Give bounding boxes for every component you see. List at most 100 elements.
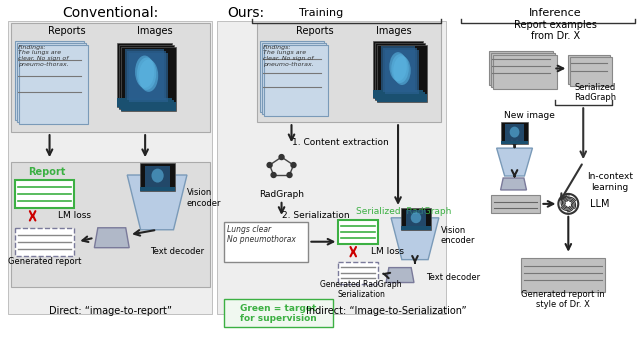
- Bar: [570, 57, 612, 86]
- Bar: [375, 43, 425, 100]
- Bar: [140, 163, 175, 191]
- Text: Report examples
from Dr. X: Report examples from Dr. X: [514, 20, 597, 42]
- Bar: [127, 51, 166, 100]
- Bar: [377, 94, 427, 102]
- Bar: [129, 53, 168, 102]
- Bar: [401, 208, 431, 230]
- Text: Serialized  RadGraph: Serialized RadGraph: [356, 207, 452, 216]
- Circle shape: [558, 194, 579, 214]
- Bar: [15, 228, 74, 256]
- FancyBboxPatch shape: [11, 162, 210, 287]
- Text: Vision
encoder: Vision encoder: [187, 188, 221, 208]
- Bar: [339, 262, 378, 284]
- Polygon shape: [497, 148, 532, 176]
- Text: Serialized
RadGraph: Serialized RadGraph: [574, 83, 616, 102]
- FancyBboxPatch shape: [224, 300, 333, 327]
- Bar: [19, 45, 88, 124]
- Text: Reports: Reports: [296, 26, 334, 36]
- FancyBboxPatch shape: [257, 23, 441, 122]
- FancyBboxPatch shape: [224, 222, 308, 262]
- Bar: [406, 210, 426, 226]
- Bar: [491, 52, 556, 87]
- Bar: [500, 122, 529, 144]
- Ellipse shape: [152, 169, 164, 183]
- FancyBboxPatch shape: [217, 21, 446, 314]
- Text: Text decoder: Text decoder: [150, 247, 204, 256]
- Bar: [500, 141, 529, 144]
- Text: Report: Report: [28, 167, 65, 177]
- Bar: [15, 180, 74, 208]
- FancyBboxPatch shape: [8, 21, 212, 314]
- Bar: [15, 40, 84, 120]
- Bar: [568, 55, 610, 84]
- Bar: [493, 55, 557, 89]
- Text: Generated RadGraph
Serialization: Generated RadGraph Serialization: [321, 280, 402, 299]
- Circle shape: [271, 172, 276, 177]
- Text: LM loss: LM loss: [371, 247, 404, 256]
- Text: Conventional:: Conventional:: [63, 6, 159, 20]
- FancyBboxPatch shape: [491, 195, 540, 213]
- Text: Lungs clear
No pneumothorax: Lungs clear No pneumothorax: [227, 225, 296, 244]
- Ellipse shape: [509, 127, 520, 138]
- Bar: [125, 49, 164, 98]
- Bar: [377, 45, 427, 102]
- Bar: [260, 40, 324, 112]
- Polygon shape: [500, 178, 527, 190]
- Text: 2. Serialization: 2. Serialization: [282, 211, 349, 220]
- Bar: [401, 226, 431, 230]
- Bar: [121, 102, 176, 111]
- Bar: [375, 92, 425, 100]
- Bar: [383, 48, 417, 92]
- Ellipse shape: [389, 52, 407, 81]
- Bar: [119, 45, 174, 109]
- Polygon shape: [127, 175, 187, 230]
- Polygon shape: [94, 228, 129, 248]
- Bar: [262, 43, 326, 114]
- Bar: [117, 98, 172, 107]
- Text: Findings:
The lungs are
clear. No sign of
pneumo-thorax.: Findings: The lungs are clear. No sign o…: [262, 45, 314, 67]
- Bar: [505, 124, 524, 141]
- Bar: [339, 220, 378, 244]
- Text: Findings:
The lungs are
clear. No sign of
pneumo-thorax.: Findings: The lungs are clear. No sign o…: [18, 45, 68, 67]
- Text: Direct: “image-to-report”: Direct: “image-to-report”: [49, 307, 172, 316]
- Bar: [117, 43, 172, 107]
- Circle shape: [267, 163, 272, 168]
- Text: LLM: LLM: [590, 199, 610, 209]
- Bar: [17, 43, 86, 122]
- Text: In-context
learning: In-context learning: [587, 172, 633, 192]
- Text: Indirect: “Image-to-Serialization”: Indirect: “Image-to-Serialization”: [306, 307, 467, 316]
- Circle shape: [291, 163, 296, 168]
- Text: Text decoder: Text decoder: [426, 273, 480, 282]
- Ellipse shape: [139, 59, 158, 92]
- Ellipse shape: [135, 56, 154, 88]
- Bar: [140, 187, 175, 191]
- Bar: [489, 51, 554, 86]
- Bar: [373, 90, 423, 98]
- Text: Green = target
for supervision: Green = target for supervision: [240, 304, 317, 323]
- Polygon shape: [386, 268, 414, 283]
- Circle shape: [279, 155, 284, 159]
- Bar: [520, 258, 605, 293]
- Text: Vision
encoder: Vision encoder: [441, 226, 476, 245]
- Text: Ours:: Ours:: [227, 6, 264, 20]
- Ellipse shape: [391, 54, 409, 83]
- Bar: [119, 100, 174, 109]
- Bar: [381, 46, 415, 90]
- Bar: [373, 40, 423, 98]
- Text: Inference: Inference: [529, 8, 582, 18]
- Bar: [145, 166, 170, 187]
- Text: Images: Images: [137, 26, 173, 36]
- Bar: [264, 45, 328, 116]
- Text: New image: New image: [504, 111, 554, 120]
- Ellipse shape: [137, 57, 156, 90]
- Ellipse shape: [411, 212, 421, 223]
- Polygon shape: [391, 218, 439, 260]
- Bar: [385, 50, 419, 94]
- Ellipse shape: [394, 56, 411, 85]
- Text: Generated report: Generated report: [8, 257, 81, 266]
- Text: Reports: Reports: [47, 26, 85, 36]
- Text: Training: Training: [300, 8, 344, 18]
- Text: LM loss: LM loss: [58, 211, 90, 220]
- FancyBboxPatch shape: [11, 23, 210, 132]
- Text: RadGraph: RadGraph: [259, 190, 304, 200]
